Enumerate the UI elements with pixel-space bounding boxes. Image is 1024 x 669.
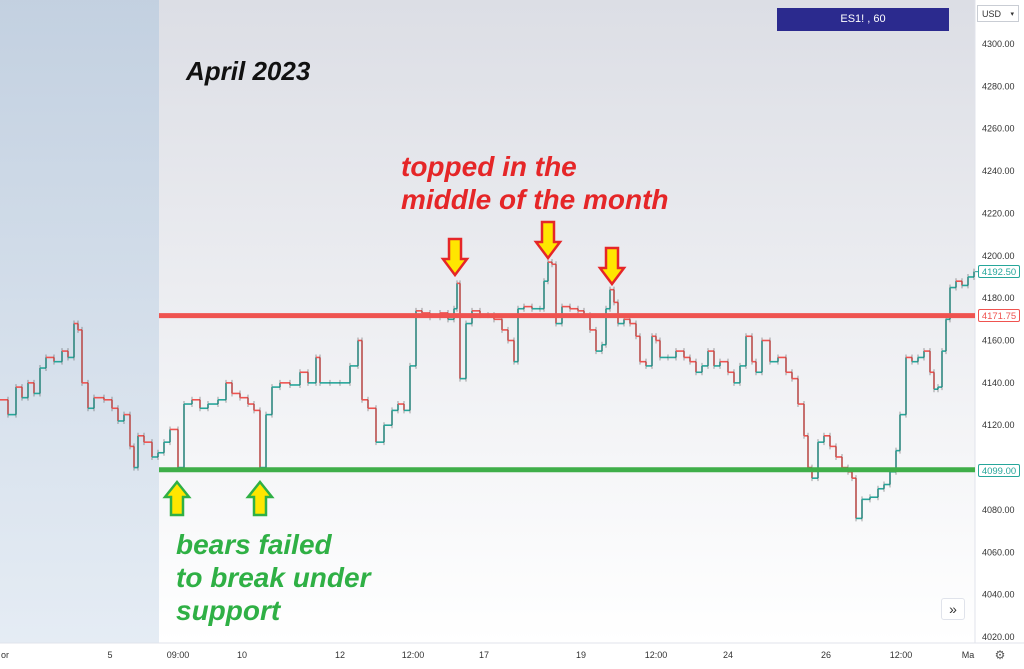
y-axis-ticks: 4020.004040.004060.004080.004100.004120.… bbox=[982, 39, 1015, 642]
down-arrow-icon bbox=[597, 246, 627, 287]
x-tick-label: 12:00 bbox=[402, 650, 425, 660]
y-tick-label: 4300.00 bbox=[982, 39, 1015, 49]
x-axis-ticks: or 5 09:00 10 12 12:00 17 19 12:00 24 26 12:00 Ma bbox=[1, 650, 974, 660]
topped-line-1: topped in the bbox=[401, 151, 577, 182]
x-tick-label: 26 bbox=[821, 650, 831, 660]
y-tick-label: 4160.00 bbox=[982, 336, 1015, 346]
y-tick-label: 4080.00 bbox=[982, 505, 1015, 515]
x-tick-label: 24 bbox=[723, 650, 733, 660]
up-arrow-icon bbox=[245, 479, 275, 517]
support-price-tag: 4099.00 bbox=[978, 464, 1020, 477]
x-tick-label: 5 bbox=[107, 650, 112, 660]
candles bbox=[0, 259, 975, 522]
bears-annotation: bears failed to break under support bbox=[176, 528, 370, 627]
scroll-to-realtime-button[interactable]: » bbox=[941, 598, 965, 620]
y-tick-label: 4020.00 bbox=[982, 632, 1015, 642]
y-tick-label: 4280.00 bbox=[982, 81, 1015, 91]
annotation-arrows bbox=[162, 220, 627, 517]
x-tick-label: 19 bbox=[576, 650, 586, 660]
bears-line-2: to break under bbox=[176, 562, 371, 593]
x-tick-label: 12 bbox=[335, 650, 345, 660]
plot-background bbox=[0, 0, 975, 643]
symbol-badge[interactable]: ES1! , 60 bbox=[777, 8, 949, 31]
bears-line-1: bears failed bbox=[176, 529, 332, 560]
x-tick-label: 17 bbox=[479, 650, 489, 660]
gear-icon[interactable]: ⚙ bbox=[994, 648, 1006, 662]
last-price-tag: 4192.50 bbox=[978, 265, 1020, 278]
y-tick-label: 4140.00 bbox=[982, 378, 1015, 388]
x-tick-label: 12:00 bbox=[890, 650, 913, 660]
topped-line-2: middle of the month bbox=[401, 184, 669, 215]
y-tick-label: 4220.00 bbox=[982, 208, 1015, 218]
bears-line-3: support bbox=[176, 595, 281, 626]
x-tick-label: Ma bbox=[962, 650, 975, 660]
session-shade bbox=[0, 0, 159, 643]
currency-selector[interactable]: USD ▾ bbox=[977, 5, 1019, 22]
up-arrow-icon bbox=[162, 479, 192, 517]
y-tick-label: 4200.00 bbox=[982, 251, 1015, 261]
currency-label: USD bbox=[982, 9, 1002, 19]
x-tick-label: 10 bbox=[237, 650, 247, 660]
x-tick-label: 09:00 bbox=[167, 650, 190, 660]
chart-title: April 2023 bbox=[186, 56, 311, 86]
y-tick-label: 4060.00 bbox=[982, 547, 1015, 557]
x-tick-label: 12:00 bbox=[645, 650, 668, 660]
time-axis-panel bbox=[0, 643, 1024, 669]
down-arrow-icon bbox=[533, 220, 563, 261]
topped-annotation: topped in the middle of the month bbox=[401, 150, 669, 216]
resistance-price-tag: 4171.75 bbox=[978, 309, 1020, 322]
y-tick-label: 4180.00 bbox=[982, 293, 1015, 303]
x-tick-label: or bbox=[1, 650, 9, 660]
y-tick-label: 4260.00 bbox=[982, 124, 1015, 134]
y-tick-label: 4120.00 bbox=[982, 420, 1015, 430]
down-arrow-icon bbox=[440, 237, 470, 278]
chevron-down-icon: ▾ bbox=[1010, 11, 1014, 18]
y-tick-label: 4040.00 bbox=[982, 590, 1015, 600]
y-tick-label: 4240.00 bbox=[982, 166, 1015, 176]
chevron-double-right-icon: » bbox=[949, 601, 957, 617]
